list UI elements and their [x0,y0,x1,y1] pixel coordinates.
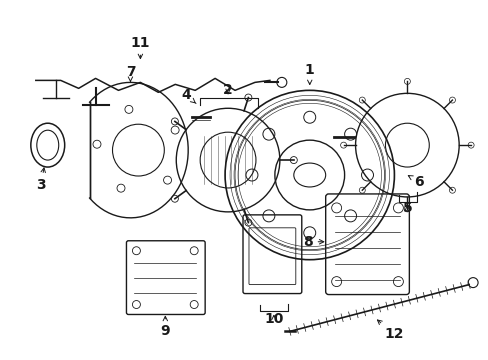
Text: 2: 2 [223,84,232,97]
Text: 10: 10 [264,312,283,327]
Text: 3: 3 [36,168,45,192]
Text: 9: 9 [160,316,170,338]
Text: 7: 7 [125,66,135,82]
Text: 6: 6 [407,175,423,189]
Text: 4: 4 [181,88,196,103]
Text: 1: 1 [304,63,314,85]
Text: 8: 8 [302,235,323,249]
Text: 11: 11 [130,36,150,59]
Text: 12: 12 [377,320,404,341]
Text: 5: 5 [402,201,411,215]
